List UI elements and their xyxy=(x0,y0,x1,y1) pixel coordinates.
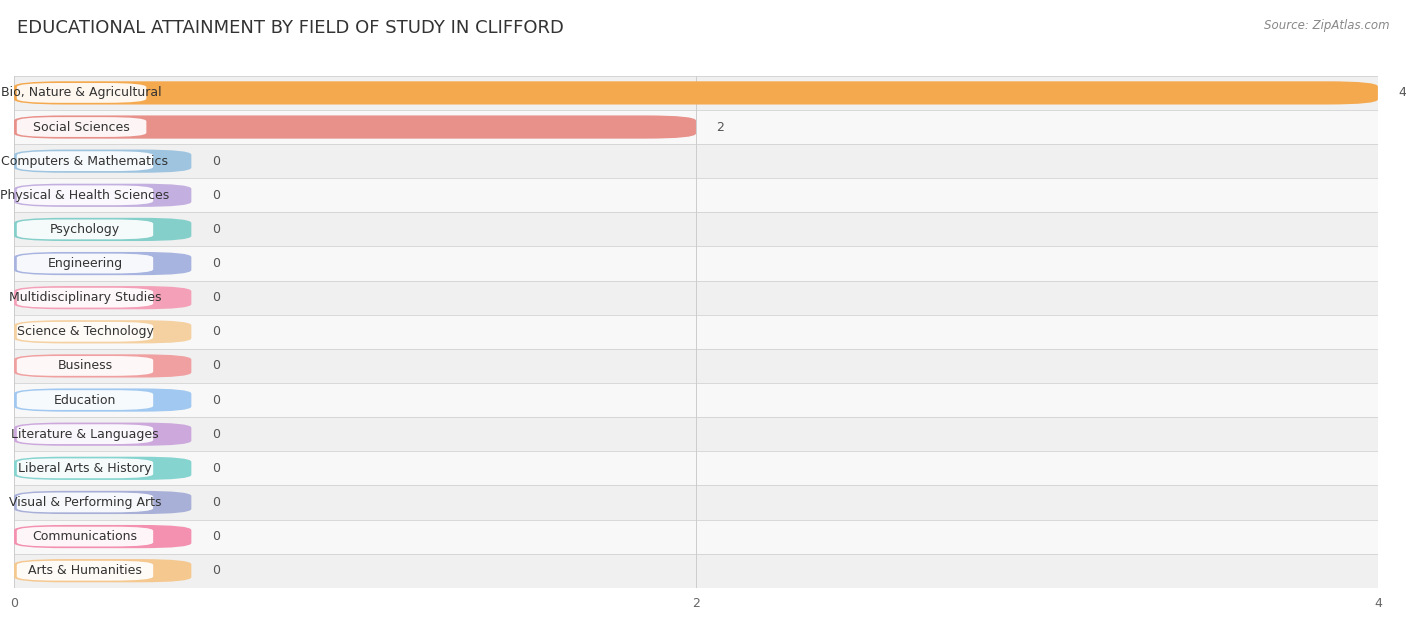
FancyBboxPatch shape xyxy=(14,491,191,514)
Text: 2: 2 xyxy=(717,121,724,133)
FancyBboxPatch shape xyxy=(14,559,191,582)
FancyBboxPatch shape xyxy=(17,492,153,513)
FancyBboxPatch shape xyxy=(7,315,1385,349)
Text: 0: 0 xyxy=(212,428,219,441)
Text: Computers & Mathematics: Computers & Mathematics xyxy=(1,155,169,167)
FancyBboxPatch shape xyxy=(7,383,1385,417)
FancyBboxPatch shape xyxy=(7,144,1385,178)
FancyBboxPatch shape xyxy=(7,212,1385,246)
FancyBboxPatch shape xyxy=(14,116,696,138)
FancyBboxPatch shape xyxy=(7,520,1385,554)
FancyBboxPatch shape xyxy=(14,389,191,411)
FancyBboxPatch shape xyxy=(14,184,191,207)
Text: 4: 4 xyxy=(1399,87,1406,99)
Text: 0: 0 xyxy=(212,360,219,372)
FancyBboxPatch shape xyxy=(7,281,1385,315)
FancyBboxPatch shape xyxy=(14,218,191,241)
FancyBboxPatch shape xyxy=(17,83,146,103)
Text: Psychology: Psychology xyxy=(51,223,120,236)
FancyBboxPatch shape xyxy=(7,178,1385,212)
FancyBboxPatch shape xyxy=(14,320,191,343)
FancyBboxPatch shape xyxy=(17,458,153,478)
Text: Arts & Humanities: Arts & Humanities xyxy=(28,564,142,577)
FancyBboxPatch shape xyxy=(17,117,146,137)
Text: 0: 0 xyxy=(212,530,219,543)
Text: 0: 0 xyxy=(212,564,219,577)
Text: Literature & Languages: Literature & Languages xyxy=(11,428,159,441)
Text: 0: 0 xyxy=(212,325,219,338)
Text: Multidisciplinary Studies: Multidisciplinary Studies xyxy=(8,291,162,304)
Text: 0: 0 xyxy=(212,223,219,236)
FancyBboxPatch shape xyxy=(7,246,1385,281)
FancyBboxPatch shape xyxy=(14,150,191,173)
FancyBboxPatch shape xyxy=(14,82,1378,104)
Text: Physical & Health Sciences: Physical & Health Sciences xyxy=(0,189,170,202)
FancyBboxPatch shape xyxy=(17,288,153,308)
FancyBboxPatch shape xyxy=(17,219,153,240)
FancyBboxPatch shape xyxy=(14,423,191,446)
Text: 0: 0 xyxy=(212,394,219,406)
FancyBboxPatch shape xyxy=(17,424,153,444)
FancyBboxPatch shape xyxy=(17,253,153,274)
Text: Communications: Communications xyxy=(32,530,138,543)
Text: 0: 0 xyxy=(212,291,219,304)
Text: Business: Business xyxy=(58,360,112,372)
FancyBboxPatch shape xyxy=(14,252,191,275)
Text: Liberal Arts & History: Liberal Arts & History xyxy=(18,462,152,475)
Text: Education: Education xyxy=(53,394,117,406)
FancyBboxPatch shape xyxy=(17,322,153,342)
FancyBboxPatch shape xyxy=(14,355,191,377)
FancyBboxPatch shape xyxy=(7,349,1385,383)
FancyBboxPatch shape xyxy=(17,151,153,171)
FancyBboxPatch shape xyxy=(17,526,153,547)
Text: 0: 0 xyxy=(212,257,219,270)
FancyBboxPatch shape xyxy=(17,185,153,205)
FancyBboxPatch shape xyxy=(7,485,1385,520)
Text: Source: ZipAtlas.com: Source: ZipAtlas.com xyxy=(1264,19,1389,32)
Text: EDUCATIONAL ATTAINMENT BY FIELD OF STUDY IN CLIFFORD: EDUCATIONAL ATTAINMENT BY FIELD OF STUDY… xyxy=(17,19,564,37)
FancyBboxPatch shape xyxy=(7,76,1385,110)
Text: Visual & Performing Arts: Visual & Performing Arts xyxy=(8,496,162,509)
FancyBboxPatch shape xyxy=(14,457,191,480)
FancyBboxPatch shape xyxy=(7,110,1385,144)
Text: 0: 0 xyxy=(212,496,219,509)
FancyBboxPatch shape xyxy=(17,356,153,376)
Text: Bio, Nature & Agricultural: Bio, Nature & Agricultural xyxy=(1,87,162,99)
FancyBboxPatch shape xyxy=(17,561,153,581)
FancyBboxPatch shape xyxy=(14,286,191,309)
FancyBboxPatch shape xyxy=(7,451,1385,485)
FancyBboxPatch shape xyxy=(14,525,191,548)
Text: Social Sciences: Social Sciences xyxy=(34,121,129,133)
Text: Science & Technology: Science & Technology xyxy=(17,325,153,338)
Text: 0: 0 xyxy=(212,189,219,202)
Text: 0: 0 xyxy=(212,155,219,167)
FancyBboxPatch shape xyxy=(7,417,1385,451)
FancyBboxPatch shape xyxy=(17,390,153,410)
FancyBboxPatch shape xyxy=(7,554,1385,588)
Text: 0: 0 xyxy=(212,462,219,475)
Text: Engineering: Engineering xyxy=(48,257,122,270)
